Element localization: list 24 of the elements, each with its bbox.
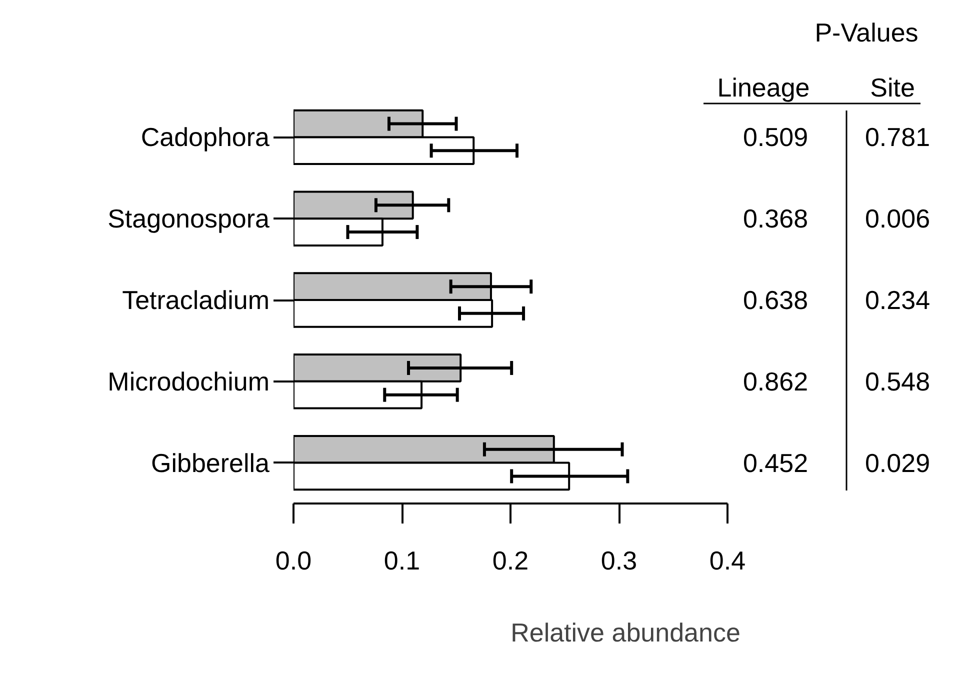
text: 0.006 [864, 204, 930, 234]
text: Site [870, 72, 915, 102]
x-tick-label: 0.4 [709, 546, 746, 576]
text: 0.368 [742, 204, 808, 234]
text: 0.029 [864, 448, 930, 478]
text: 0.234 [864, 285, 930, 315]
y-tick-label: Microdochium [108, 366, 270, 396]
x-tick-label: 0.2 [492, 546, 529, 576]
y-tick-label: Tetracladium [122, 285, 270, 315]
x-tick-label: 0.0 [275, 546, 312, 576]
annotation: Lineage [717, 72, 810, 102]
y-tick-label: Stagonospora [108, 204, 270, 234]
y-tick-label: Gibberella [150, 448, 270, 478]
text: 0.638 [742, 285, 808, 315]
text: 0.781 [864, 122, 930, 152]
x-tick-label: 0.3 [600, 546, 638, 576]
x-tick-label: 0.1 [384, 546, 420, 576]
text: 0.548 [864, 366, 930, 396]
y-tick-label: Cadophora [140, 122, 270, 152]
text: 0.509 [742, 122, 808, 152]
x-axis-title: Relative abundance [510, 618, 740, 648]
text: P-Values [814, 18, 918, 48]
text: 0.452 [742, 448, 808, 478]
text: 0.862 [742, 366, 808, 396]
